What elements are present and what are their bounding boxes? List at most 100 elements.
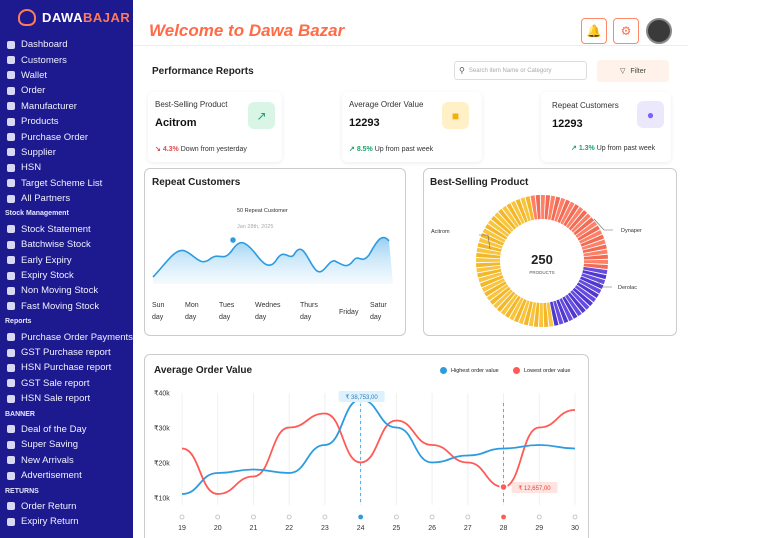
donut-slice-derolac[interactable] <box>556 299 569 324</box>
donut-slice-dynaper[interactable] <box>544 195 551 220</box>
sidebar-item-stock-statement[interactable]: Stock Statement <box>0 222 133 237</box>
donut-slice-dynaper[interactable] <box>581 239 606 250</box>
donut-slice-acitrom[interactable] <box>491 215 512 235</box>
sidebar-item-target-scheme-list[interactable]: Target Scheme List <box>0 176 133 191</box>
donut-slice-acitrom[interactable] <box>479 275 504 288</box>
sidebar-item-hsn-purchase-report[interactable]: HSN Purchase report <box>0 360 133 375</box>
donut-slice-acitrom[interactable] <box>493 289 513 309</box>
sidebar-item-hsn[interactable]: HSN <box>0 160 133 175</box>
sidebar-item-order-return[interactable]: Order Return <box>0 499 133 514</box>
sidebar-item-all-partners[interactable]: All Partners <box>0 191 133 206</box>
donut-slice-derolac[interactable] <box>565 294 582 317</box>
donut-slice-dynaper[interactable] <box>577 225 600 241</box>
sidebar-item-expiry-stock[interactable]: Expiry Stock <box>0 268 133 283</box>
donut-slice-derolac[interactable] <box>553 300 564 325</box>
donut-slice-acitrom[interactable] <box>484 281 507 297</box>
donut-slice-acitrom[interactable] <box>539 302 544 327</box>
sidebar-item-advertisement[interactable]: Advertisement <box>0 468 133 483</box>
donut-slice-acitrom[interactable] <box>528 302 537 327</box>
donut-slice-acitrom[interactable] <box>518 300 530 325</box>
donut-slice-dynaper[interactable] <box>557 199 570 223</box>
donut-slice-dynaper[interactable] <box>540 195 545 220</box>
donut-slice-acitrom[interactable] <box>487 219 510 237</box>
donut-slice-derolac[interactable] <box>567 292 586 314</box>
donut-slice-acitrom[interactable] <box>486 284 509 301</box>
donut-slice-acitrom[interactable] <box>504 295 521 318</box>
filter-button[interactable]: ▽ Filter <box>597 60 669 82</box>
donut-slice-acitrom[interactable] <box>494 212 514 232</box>
donut-slice-dynaper[interactable] <box>580 234 605 247</box>
low-point[interactable] <box>499 482 508 492</box>
donut-slice-dynaper[interactable] <box>568 210 588 231</box>
donut-slice-acitrom[interactable] <box>481 278 505 292</box>
sidebar-item-deal-of-the-day[interactable]: Deal of the Day <box>0 422 133 437</box>
donut-slice-dynaper[interactable] <box>575 221 598 238</box>
sidebar-item-expiry-return[interactable]: Expiry Return <box>0 514 133 529</box>
donut-slice-acitrom[interactable] <box>523 301 533 326</box>
donut-slice-derolac[interactable] <box>583 266 608 275</box>
donut-slice-acitrom[interactable] <box>476 258 501 263</box>
sidebar-item-super-saving[interactable]: Super Saving <box>0 437 133 452</box>
donut-slice-derolac[interactable] <box>581 273 606 285</box>
donut-slice-acitrom[interactable] <box>478 237 503 249</box>
sidebar-item-gst-purchase-report[interactable]: GST Purchase report <box>0 345 133 360</box>
donut-slice-dynaper[interactable] <box>583 263 608 270</box>
donut-slice-dynaper[interactable] <box>560 201 575 225</box>
donut-slice-acitrom[interactable] <box>509 297 524 321</box>
sidebar-item-supplier[interactable]: Supplier <box>0 145 133 160</box>
donut-slice-dynaper[interactable] <box>583 249 608 257</box>
donut-slice-dynaper[interactable] <box>583 254 608 260</box>
donut-slice-derolac[interactable] <box>570 290 590 310</box>
donut-slice-dynaper[interactable] <box>566 206 584 229</box>
donut-slice-dynaper[interactable] <box>579 230 603 244</box>
donut-slice-acitrom[interactable] <box>520 197 531 222</box>
donut-slice-acitrom[interactable] <box>543 302 549 327</box>
donut-slice-derolac[interactable] <box>576 282 599 299</box>
sidebar-item-order[interactable]: Order <box>0 83 133 98</box>
sidebar-item-non-moving-stock[interactable]: Non Moving Stock <box>0 283 133 298</box>
avatar[interactable] <box>646 18 672 44</box>
donut-slice-acitrom[interactable] <box>482 228 506 243</box>
donut-slice-derolac[interactable] <box>582 270 607 280</box>
donut-slice-acitrom[interactable] <box>502 205 519 228</box>
donut-slice-dynaper[interactable] <box>583 259 608 264</box>
donut-slice-dynaper[interactable] <box>551 196 561 221</box>
donut-slice-dynaper[interactable] <box>571 213 591 233</box>
notification-button[interactable]: 🔔 <box>581 18 607 44</box>
donut-slice-acitrom[interactable] <box>511 200 525 224</box>
donut-slice-dynaper[interactable] <box>530 195 538 220</box>
donut-slice-acitrom[interactable] <box>485 223 508 240</box>
sidebar-item-batchwise-stock[interactable]: Batchwise Stock <box>0 237 133 252</box>
sidebar-item-wallet[interactable]: Wallet <box>0 68 133 83</box>
donut-slice-acitrom[interactable] <box>476 265 501 273</box>
donut-slice-acitrom[interactable] <box>489 286 511 305</box>
donut-slice-acitrom[interactable] <box>478 272 503 283</box>
sidebar-item-fast-moving-stock[interactable]: Fast Moving Stock <box>0 299 133 314</box>
donut-slice-acitrom[interactable] <box>533 302 540 327</box>
sidebar-item-products[interactable]: Products <box>0 114 133 129</box>
donut-slice-acitrom[interactable] <box>476 247 501 256</box>
donut-slice-derolac[interactable] <box>578 279 602 294</box>
donut-slice-acitrom[interactable] <box>515 198 528 223</box>
donut-slice-derolac[interactable] <box>574 285 597 303</box>
donut-slice-derolac[interactable] <box>572 287 593 307</box>
search-input[interactable]: ⚲ Search item Name or Category <box>454 61 587 80</box>
donut-slice-derolac[interactable] <box>580 276 604 289</box>
donut-slice-derolac[interactable] <box>549 301 559 326</box>
highlight-point[interactable] <box>228 235 238 245</box>
donut-slice-derolac[interactable] <box>562 296 578 319</box>
donut-slice-acitrom[interactable] <box>498 208 517 230</box>
donut-slice-dynaper[interactable] <box>573 217 595 236</box>
donut-slice-dynaper[interactable] <box>554 197 566 222</box>
sidebar-item-dashboard[interactable]: Dashboard <box>0 37 133 52</box>
donut-slice-acitrom[interactable] <box>476 262 501 268</box>
sidebar-item-purchase-order-payments[interactable]: Purchase Order Payments <box>0 329 133 344</box>
sidebar-item-purchase-order[interactable]: Purchase Order <box>0 129 133 144</box>
donut-slice-acitrom[interactable] <box>500 293 518 316</box>
donut-slice-dynaper[interactable] <box>563 204 580 227</box>
sidebar-item-hsn-sale-report[interactable]: HSN Sale report <box>0 391 133 406</box>
donut-slice-acitrom[interactable] <box>506 203 522 226</box>
sidebar-item-customers[interactable]: Customers <box>0 52 133 67</box>
donut-slice-dynaper[interactable] <box>535 195 541 220</box>
sidebar-item-new-arrivals[interactable]: New Arrivals <box>0 453 133 468</box>
